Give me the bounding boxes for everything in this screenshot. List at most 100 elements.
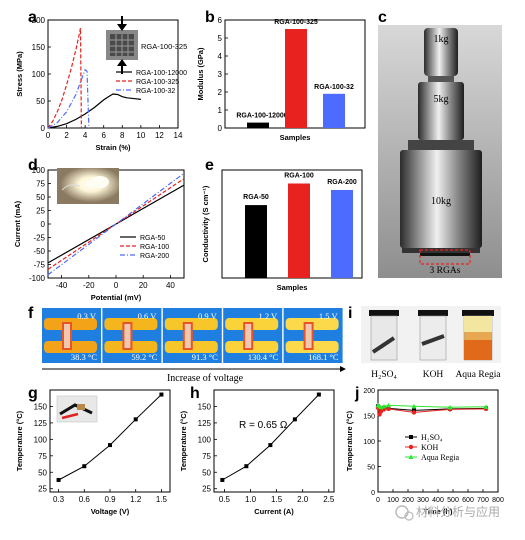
data-point [268,443,273,448]
data-point [108,443,112,448]
thermal-sample-core [64,324,70,348]
data-point [244,464,249,469]
weight-label-10kg: 10kg [431,196,451,207]
y-tick-label: 25 [36,207,45,216]
vial-label-koh: KOH [423,370,444,380]
vial-koh [418,310,448,361]
x-tick-label: 20 [139,281,148,290]
legend-marker [408,444,414,450]
data-point [220,477,225,482]
voltage-caption: Increase of voltage [167,373,244,384]
x-tick-label: 1.5 [271,495,283,504]
vial-h2so4 [369,310,399,361]
x-tick-label: 40 [166,281,175,290]
data-point [292,417,297,422]
inset-photo-aerogel [106,16,138,74]
x-tick-label: 200 [402,497,414,504]
legend-marker [408,454,414,459]
x-tick-label: 14 [174,131,183,140]
x-axis-label: Current (A) [254,507,294,516]
y-tick-label: -25 [33,234,45,243]
y-tick-label: 100 [32,166,46,175]
y-tick-label: 25 [38,485,47,494]
x-tick-label: 2.0 [297,495,309,504]
bar-RGA-100 [288,183,310,278]
inset-photo-clips [56,395,98,423]
thermal-sample-core [245,324,252,348]
y-tick-label: 0 [41,124,46,133]
series-line-RGA-100-12000 [47,93,141,129]
legend-label: RGA-100 [140,244,169,251]
legend-label: H₂SO₄ [421,433,443,442]
plot-frame [213,389,335,493]
voltage-label: 0.9 V [198,311,218,321]
thermal-sample-core [305,324,312,348]
x-tick-label: 0.3 [53,495,65,504]
thermal-sample-core [124,324,131,348]
chart-modulus: 0 1 2 3 4 5 6 Samples Modulus (GPa) RGA-100-12000… [196,16,366,142]
watermark: 材料分析与应用 [395,504,500,521]
x-tick-label: -40 [56,281,68,290]
y-axis-label: Temperature (°C) [15,410,24,471]
voltage-arrow-head [340,366,346,372]
bar-RGA-100-325 [285,29,307,128]
y-tick-label: 4 [218,52,223,61]
chart-stress-strain: 0 2 4 6 8 10 12 14 0 50 100 150 200 Strain (%) Stress … [15,16,187,152]
x-tick-label: 800 [492,497,504,504]
data-point [82,464,87,469]
inset-label-a: RGA-100-325 [141,42,187,51]
x-tick-label: 300 [417,497,429,504]
bar-RGA-100-32 [323,93,345,128]
x-tick-label: 1.0 [245,495,257,504]
x-tick-label: 1.2 [130,495,142,504]
x-tick-label: 0.9 [104,495,116,504]
x-tick-label: 1.5 [156,495,168,504]
voltage-label: 0.6 V [138,311,158,321]
panel-letter-j: j [354,385,359,402]
bar-label: RGA-200 [327,179,357,186]
y-tick-label: 100 [363,439,375,446]
panel-letter-a: a [28,9,37,26]
temperature-label: 38.3 °C [71,352,97,362]
y-tick-label: 75 [38,452,47,461]
vial-label-aqua-regia: Aqua Regia [455,370,501,380]
temperature-label: 59.2 °C [131,352,157,362]
bar-label: RGA-50 [243,194,269,201]
y-tick-label: 200 [363,388,375,395]
y-tick-label: -50 [33,247,45,256]
y-tick-label: -75 [33,261,45,270]
chart-current-potential: -40 -20 0 20 40 -100 -75 -50 -25 0 25 50 75 100 Potent… [13,166,185,302]
y-tick-label: 150 [198,402,212,411]
x-tick-label: 6 [101,131,106,140]
x-tick-label: 4 [83,131,88,140]
bar-label: RGA-100-32 [314,84,354,91]
y-tick-label: 0 [218,124,223,133]
y-tick-label: 75 [36,180,45,189]
voltage-label: 1.2 V [258,311,278,321]
panel-letter-i: i [348,305,352,322]
x-axis-label: Samples [280,133,311,142]
panel-letter-d: d [28,157,38,174]
y-tick-label: 75 [202,452,211,461]
watermark-text: 材料分析与应用 [416,504,500,519]
inset-photo-led [57,168,119,204]
series-line-RGA-100-325 [47,27,82,129]
data-point [411,403,417,409]
bar-RGA-200 [331,189,353,278]
y-axis-label: Current (mA) [13,200,22,247]
panel-letter-g: g [28,385,38,402]
y-tick-label: 50 [36,97,45,106]
data-point [159,392,164,397]
y-tick-label: -100 [29,274,46,283]
y-axis-label: Temperature (°C) [345,410,354,471]
legend-label: RGA-100-12000 [136,70,187,77]
y-tick-label: 0 [41,220,46,229]
temperature-label: 168.1 °C [308,352,339,362]
x-tick-label: 0 [114,281,119,290]
voltage-label: 0.3 V [77,311,97,321]
y-tick-label: 0 [371,490,375,497]
y-tick-label: 200 [32,16,46,25]
y-axis-label: Temperature (°C) [179,410,188,471]
y-tick-label: 100 [34,435,48,444]
